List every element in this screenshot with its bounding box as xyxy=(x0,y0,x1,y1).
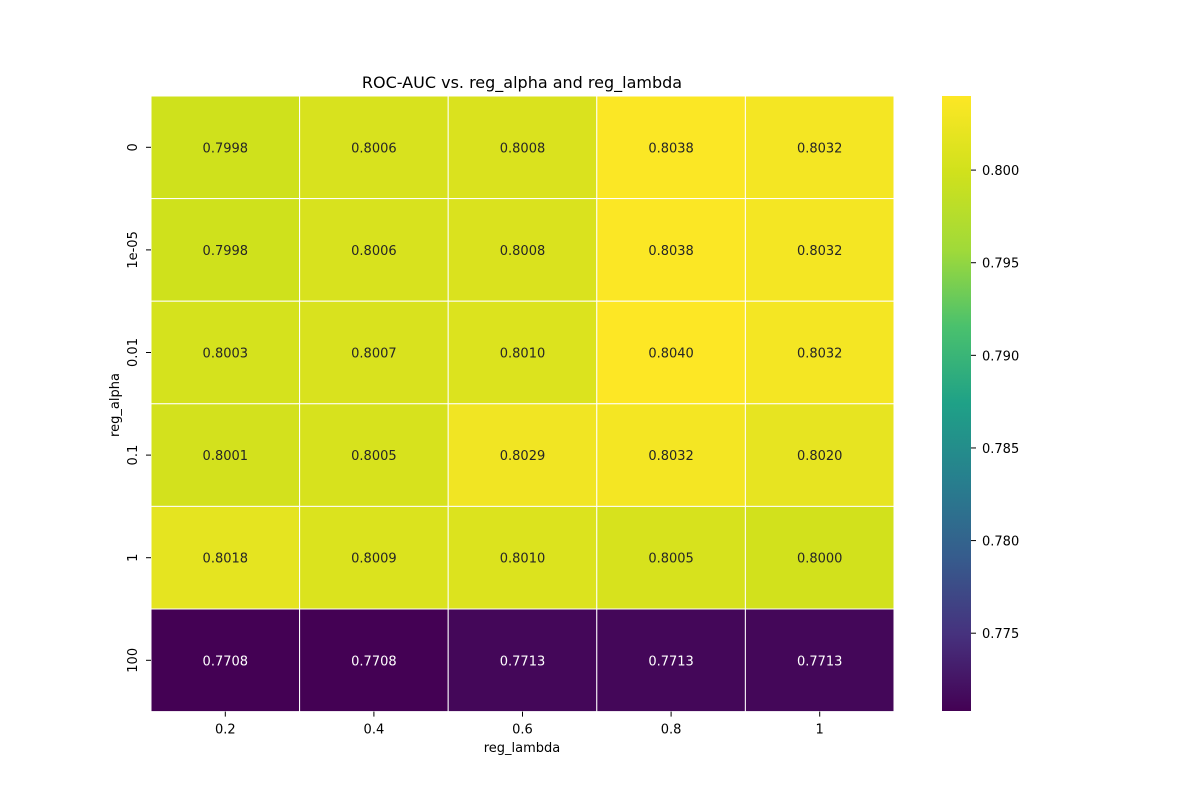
cell-value-label: 0.8029 xyxy=(500,449,546,464)
cell-value-label: 0.8005 xyxy=(648,552,694,567)
colorbar-tick-label: 0.800 xyxy=(982,164,1019,179)
colorbar-tick-label: 0.780 xyxy=(982,535,1019,550)
chart-title: ROC-AUC vs. reg_alpha and reg_lambda xyxy=(362,73,682,93)
y-tick-label: 0.01 xyxy=(126,338,141,367)
heatmap-cell xyxy=(299,505,449,610)
cell-value-label: 0.8006 xyxy=(351,141,397,156)
x-tick-label: 0.8 xyxy=(661,723,682,738)
colorbar xyxy=(942,96,971,711)
cell-value-label: 0.8032 xyxy=(797,244,843,259)
heatmap-cell xyxy=(447,403,598,507)
cell-value-label: 0.8001 xyxy=(203,449,249,464)
cell-value-label: 0.8008 xyxy=(500,244,546,259)
heatmap-cell xyxy=(744,505,895,610)
cell-value-label: 0.8010 xyxy=(500,552,546,567)
x-tick-label: 0.4 xyxy=(364,723,385,738)
colorbar-tick-label: 0.790 xyxy=(982,349,1019,364)
colorbar-ticks: 0.775 0.780 0.785 0.790 0.795 0.800 xyxy=(971,164,1019,642)
heatmap-cell xyxy=(744,403,895,507)
cell-value-label: 0.8038 xyxy=(648,244,694,259)
cell-value-label: 0.8000 xyxy=(797,552,843,567)
cell-value-label: 0.8008 xyxy=(500,141,546,156)
colorbar-tick-label: 0.775 xyxy=(982,627,1019,642)
heatmap-cells: 0.7998 0.8006 0.8008 0.8038 0.8032 0.7998 0.80… xyxy=(150,95,895,713)
heatmap-cell xyxy=(299,300,449,405)
heatmap-cell xyxy=(150,198,301,302)
y-tick-label: 1 xyxy=(126,554,141,562)
cell-value-label: 0.8009 xyxy=(351,552,397,567)
heatmap-cell xyxy=(150,505,301,610)
x-axis-ticks: 0.2 0.4 0.6 0.8 1 xyxy=(215,711,824,738)
cell-value-label: 0.7713 xyxy=(648,654,694,669)
heatmap-cell xyxy=(744,198,895,302)
cell-value-label: 0.8032 xyxy=(648,449,694,464)
heatmap-cell xyxy=(447,198,598,302)
cell-value-label: 0.8040 xyxy=(648,347,694,362)
cell-value-label: 0.8005 xyxy=(351,449,397,464)
heatmap-cell xyxy=(299,403,449,507)
cell-value-label: 0.8018 xyxy=(203,552,249,567)
heatmap-cell xyxy=(744,608,895,713)
heatmap-cell xyxy=(596,608,746,713)
cell-value-label: 0.7998 xyxy=(203,141,249,156)
cell-value-label: 0.8020 xyxy=(797,449,843,464)
y-tick-label: 1e-05 xyxy=(126,231,141,269)
colorbar-tick-label: 0.785 xyxy=(982,442,1019,457)
colorbar-tick-label: 0.795 xyxy=(982,257,1019,272)
x-tick-label: 0.2 xyxy=(215,723,236,738)
cell-value-label: 0.8032 xyxy=(797,347,843,362)
x-axis-label: reg_lambda xyxy=(484,741,561,756)
heatmap-cell xyxy=(596,95,746,200)
cell-value-label: 0.7998 xyxy=(203,244,249,259)
cell-value-label: 0.8010 xyxy=(500,347,546,362)
cell-value-label: 0.8038 xyxy=(648,141,694,156)
heatmap-cell xyxy=(744,300,895,405)
heatmap-cell xyxy=(596,300,746,405)
heatmap-cell xyxy=(299,608,449,713)
cell-value-label: 0.8007 xyxy=(351,347,397,362)
cell-value-label: 0.7708 xyxy=(351,654,397,669)
heatmap-cell xyxy=(744,95,895,200)
y-axis-label: reg_alpha xyxy=(108,373,123,437)
cell-value-label: 0.8006 xyxy=(351,244,397,259)
cell-value-label: 0.7713 xyxy=(500,654,546,669)
heatmap-cell xyxy=(447,95,598,200)
heatmap-cell xyxy=(447,608,598,713)
y-axis-ticks: 0 1e-05 0.01 0.1 1 100 xyxy=(126,143,151,673)
heatmap-cell xyxy=(447,505,598,610)
cell-value-label: 0.8003 xyxy=(203,347,249,362)
heatmap-cell xyxy=(150,95,301,200)
x-tick-label: 1 xyxy=(816,723,824,738)
cell-value-label: 0.8032 xyxy=(797,141,843,156)
y-tick-label: 0 xyxy=(126,143,141,151)
heatmap-cell xyxy=(299,95,449,200)
y-tick-label: 100 xyxy=(126,648,141,673)
heatmap-cell xyxy=(596,403,746,507)
cell-value-label: 0.7708 xyxy=(203,654,249,669)
heatmap-cell xyxy=(447,300,598,405)
cell-value-label: 0.7713 xyxy=(797,654,843,669)
y-tick-label: 0.1 xyxy=(126,445,141,466)
x-tick-label: 0.6 xyxy=(512,723,533,738)
